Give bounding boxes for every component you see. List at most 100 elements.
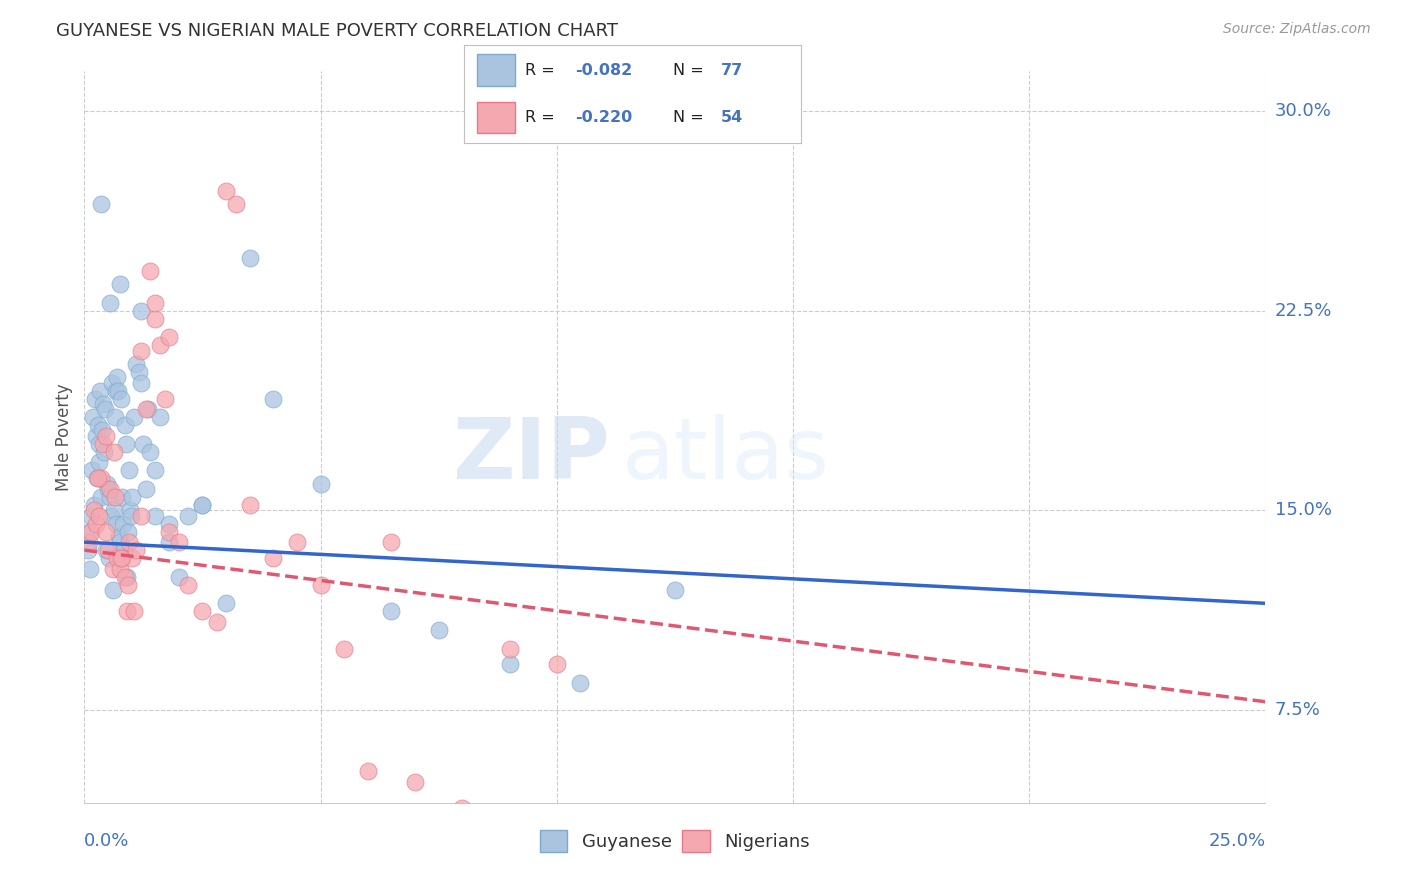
Point	[94, 429, 117, 443]
Point	[125, 543, 148, 558]
Point	[125, 357, 148, 371]
Point	[100, 376, 122, 390]
Point	[115, 436, 138, 450]
Point	[143, 508, 166, 523]
Point	[122, 410, 145, 425]
Point	[427, 623, 450, 637]
FancyBboxPatch shape	[478, 102, 515, 133]
Point	[380, 535, 402, 549]
Point	[101, 562, 124, 576]
Point	[167, 535, 190, 549]
Text: -0.082: -0.082	[575, 62, 633, 78]
Text: R =: R =	[524, 62, 560, 78]
Point	[80, 463, 103, 477]
Point	[225, 197, 247, 211]
Point	[239, 251, 262, 265]
Point	[86, 471, 108, 485]
Point	[157, 330, 180, 344]
Point	[108, 530, 131, 544]
Text: 15.0%: 15.0%	[1275, 501, 1331, 519]
Point	[118, 535, 141, 549]
Point	[93, 444, 115, 458]
Point	[87, 508, 110, 523]
Point	[191, 604, 214, 618]
Legend: Guyanese, Nigerians: Guyanese, Nigerians	[533, 823, 817, 860]
Point	[118, 463, 141, 477]
Point	[177, 508, 200, 523]
Point	[91, 424, 114, 438]
Point	[149, 410, 172, 425]
Point	[108, 277, 131, 292]
Point	[89, 455, 111, 469]
Text: atlas: atlas	[621, 414, 830, 497]
Point	[191, 498, 214, 512]
Point	[380, 604, 402, 618]
Point	[83, 392, 105, 406]
Point	[97, 543, 120, 558]
Point	[103, 444, 125, 458]
Point	[132, 436, 155, 450]
Point	[112, 516, 135, 531]
Text: 7.5%: 7.5%	[1275, 701, 1320, 719]
Point	[143, 463, 166, 477]
Text: -0.220: -0.220	[575, 110, 633, 125]
Point	[98, 295, 121, 310]
Point	[107, 370, 129, 384]
Text: N =: N =	[673, 62, 709, 78]
Point	[80, 524, 103, 539]
Point	[122, 604, 145, 618]
Point	[108, 562, 131, 576]
Point	[94, 524, 117, 539]
Point	[215, 596, 238, 610]
Point	[309, 577, 332, 591]
Point	[357, 764, 380, 778]
Point	[86, 418, 108, 433]
Point	[135, 402, 157, 417]
Point	[105, 516, 128, 531]
Point	[77, 543, 100, 558]
Point	[114, 570, 136, 584]
Point	[101, 582, 124, 597]
Text: 30.0%: 30.0%	[1275, 103, 1331, 120]
Point	[285, 535, 308, 549]
Y-axis label: Male Poverty: Male Poverty	[55, 384, 73, 491]
Point	[97, 551, 120, 566]
Point	[77, 535, 100, 549]
Point	[115, 570, 138, 584]
Point	[120, 508, 142, 523]
Point	[91, 397, 114, 411]
Point	[157, 516, 180, 531]
Point	[87, 436, 110, 450]
Point	[404, 774, 426, 789]
FancyBboxPatch shape	[478, 54, 515, 86]
Point	[83, 503, 105, 517]
Point	[333, 641, 356, 656]
Point	[98, 482, 121, 496]
Point	[262, 392, 284, 406]
Point	[114, 418, 136, 433]
Point	[135, 482, 157, 496]
Point	[593, 844, 616, 858]
Point	[215, 184, 238, 198]
Point	[129, 508, 152, 523]
Point	[569, 676, 592, 690]
Point	[157, 535, 180, 549]
Text: GUYANESE VS NIGERIAN MALE POVERTY CORRELATION CHART: GUYANESE VS NIGERIAN MALE POVERTY CORREL…	[56, 22, 619, 40]
Point	[82, 410, 104, 425]
Point	[90, 471, 112, 485]
Point	[128, 365, 150, 379]
Text: N =: N =	[673, 110, 709, 125]
Point	[143, 311, 166, 326]
Point	[107, 551, 129, 566]
Point	[129, 303, 152, 318]
Point	[115, 604, 138, 618]
Text: 22.5%: 22.5%	[1275, 301, 1333, 319]
Point	[112, 543, 135, 558]
Point	[94, 402, 117, 417]
Point	[153, 392, 176, 406]
Point	[86, 471, 108, 485]
Point	[139, 264, 162, 278]
Text: ZIP: ZIP	[453, 414, 610, 497]
Point	[103, 503, 125, 517]
Point	[104, 410, 127, 425]
